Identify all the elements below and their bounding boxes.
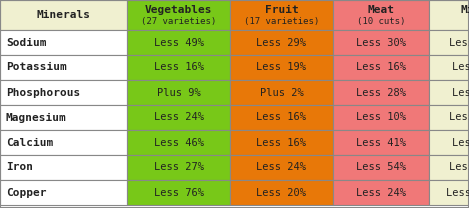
Bar [127,155,230,180]
Bar [429,0,469,30]
Bar [230,55,333,80]
Bar [0,55,127,80]
Text: Less 76%: Less 76% [153,187,204,198]
Bar [230,130,333,155]
Bar [333,180,429,205]
Bar [230,105,333,130]
Bar [230,30,333,55]
Bar [0,30,127,55]
Text: Less 30%: Less 30% [356,37,406,47]
Bar [333,55,429,80]
Bar [127,30,230,55]
Bar [333,30,429,55]
Bar [0,0,127,30]
Bar [0,155,127,180]
Text: Less 28%: Less 28% [356,88,406,98]
Text: Less 29%: Less 29% [257,37,307,47]
Text: Less 2%: Less 2% [452,137,469,147]
Text: Meat: Meat [368,5,394,15]
Text: (27 varieties): (27 varieties) [141,17,216,26]
Bar [127,180,230,205]
Text: Less 46%: Less 46% [153,137,204,147]
Text: Less 10%: Less 10% [356,113,406,123]
Text: Less 49%: Less 49% [153,37,204,47]
Bar [429,105,469,130]
Bar [127,80,230,105]
Bar [0,105,127,130]
Text: Milk: Milk [461,5,469,15]
Bar [333,0,429,30]
Text: Magnesium: Magnesium [6,113,67,123]
Text: Less 19%: Less 19% [257,62,307,73]
Bar [429,30,469,55]
Text: Plus 9%: Plus 9% [157,88,200,98]
Text: Less 14%: Less 14% [449,37,469,47]
Bar [127,130,230,155]
Text: Calcium: Calcium [6,137,53,147]
Text: Less 16%: Less 16% [153,62,204,73]
Bar [429,155,469,180]
Bar [429,180,469,205]
Text: Phosphorous: Phosphorous [6,88,80,98]
Text: Less 16%: Less 16% [257,113,307,123]
Bar [429,130,469,155]
Bar [127,0,230,30]
Bar [230,155,333,180]
Bar [0,130,127,155]
Bar [333,155,429,180]
Text: Less 20%: Less 20% [257,187,307,198]
Text: Less 27%: Less 27% [153,162,204,172]
Text: Less 16%: Less 16% [257,137,307,147]
Text: Sodium: Sodium [6,37,46,47]
Text: Less 3%: Less 3% [452,62,469,73]
Text: (17 varieties): (17 varieties) [244,17,319,26]
Text: Potassium: Potassium [6,62,67,73]
Bar [429,55,469,80]
Text: Less 54%: Less 54% [356,162,406,172]
Bar [230,180,333,205]
Text: Less 24%: Less 24% [257,162,307,172]
Bar [333,80,429,105]
Text: Less 16%: Less 16% [356,62,406,73]
Text: Vegetables: Vegetables [145,5,212,15]
Text: Less 62%: Less 62% [449,162,469,172]
Bar [429,80,469,105]
Text: Less 2%: Less 2% [452,88,469,98]
Bar [0,80,127,105]
Text: Fruit: Fruit [265,5,298,15]
Bar [0,180,127,205]
Bar [230,80,333,105]
Bar [230,0,333,30]
Text: Less 41%: Less 41% [356,137,406,147]
Bar [333,105,429,130]
Bar [333,130,429,155]
Text: Less 24%: Less 24% [356,187,406,198]
Text: Less 100%: Less 100% [446,187,469,198]
Text: Less 24%: Less 24% [153,113,204,123]
Text: Plus 2%: Plus 2% [260,88,303,98]
Text: Iron: Iron [6,162,33,172]
Text: Copper: Copper [6,187,46,198]
Text: Less 21%: Less 21% [449,113,469,123]
Bar [127,55,230,80]
Text: (10 cuts): (10 cuts) [357,17,405,26]
Text: Minerals: Minerals [37,10,91,20]
Bar [127,105,230,130]
